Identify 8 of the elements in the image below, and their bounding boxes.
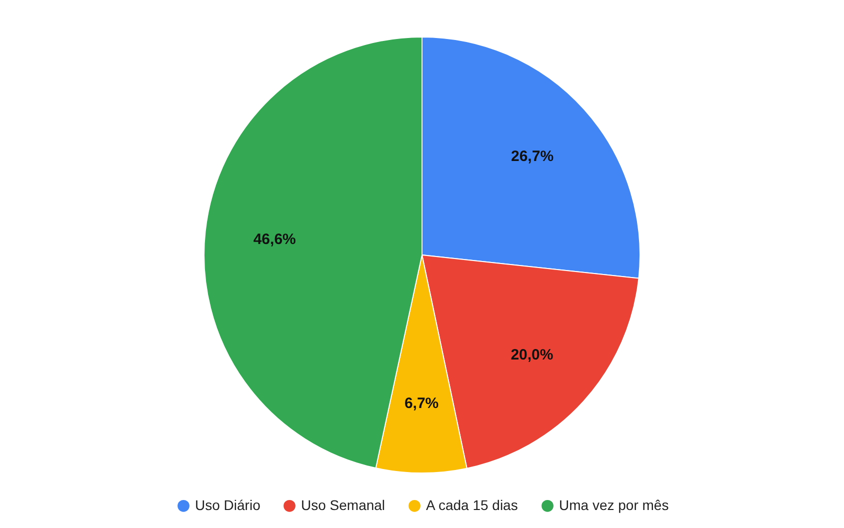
data-label: 26,7% bbox=[510, 148, 554, 165]
legend-label: Uso Diário bbox=[195, 496, 261, 513]
legend-label: Uma vez por mês bbox=[559, 496, 669, 513]
legend-label: Uso Semanal bbox=[301, 496, 386, 513]
data-label: 46,6% bbox=[253, 231, 296, 248]
legend-label: A cada 15 dias bbox=[426, 496, 518, 513]
data-label: 6,7% bbox=[404, 395, 439, 412]
data-label: 20,0% bbox=[510, 346, 554, 364]
